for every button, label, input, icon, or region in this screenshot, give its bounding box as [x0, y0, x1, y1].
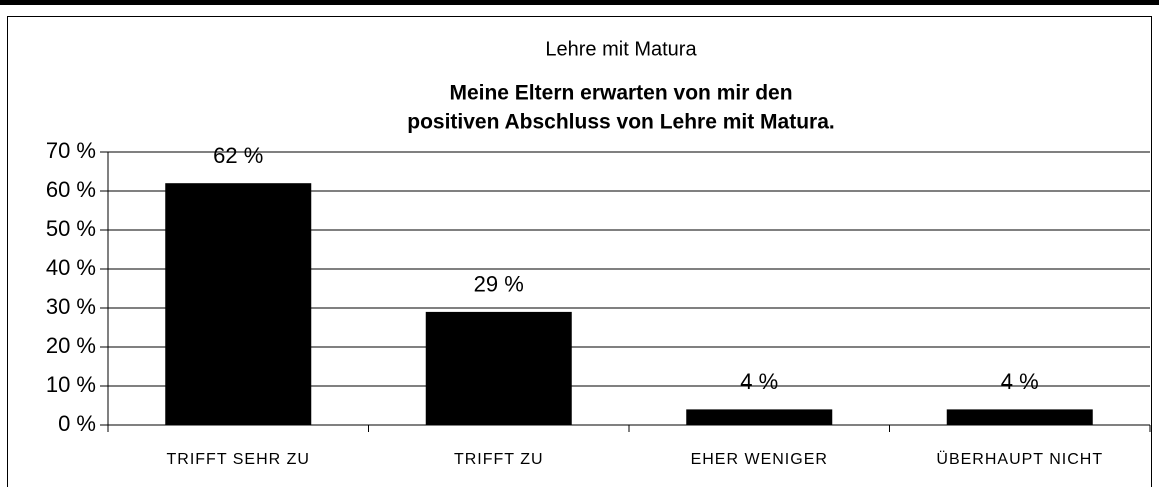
- chart-subtitle: Meine Eltern erwarten von mir den: [449, 82, 792, 105]
- y-tick-label: 50 %: [46, 216, 96, 241]
- x-tick-label: EHER WENIGER: [691, 451, 828, 468]
- bar: [686, 409, 833, 425]
- value-label: 4 %: [1001, 369, 1039, 394]
- x-tick-label: TRIFFT SEHR ZU: [167, 451, 310, 468]
- value-label: 62 %: [213, 143, 263, 168]
- x-tick-label: ÜBERHAUPT NICHT: [936, 450, 1103, 468]
- x-tick-label: TRIFFT ZU: [454, 451, 544, 468]
- y-tick-label: 40 %: [46, 255, 96, 280]
- y-tick-label: 0 %: [58, 411, 96, 436]
- y-tick-label: 20 %: [46, 333, 96, 358]
- y-tick-label: 30 %: [46, 294, 96, 319]
- bar: [946, 409, 1093, 425]
- y-tick-label: 70 %: [46, 138, 96, 163]
- y-tick-label: 10 %: [46, 372, 96, 397]
- frame: [7, 16, 1152, 487]
- top-rule: [0, 0, 1159, 5]
- chart-subtitle: positiven Abschluss von Lehre mit Matura…: [407, 111, 834, 134]
- bar: [425, 311, 572, 425]
- bar: [165, 183, 312, 425]
- y-tick-label: 60 %: [46, 177, 96, 202]
- value-label: 29 %: [474, 272, 524, 297]
- chart-title: Lehre mit Matura: [545, 38, 697, 60]
- value-label: 4 %: [740, 369, 778, 394]
